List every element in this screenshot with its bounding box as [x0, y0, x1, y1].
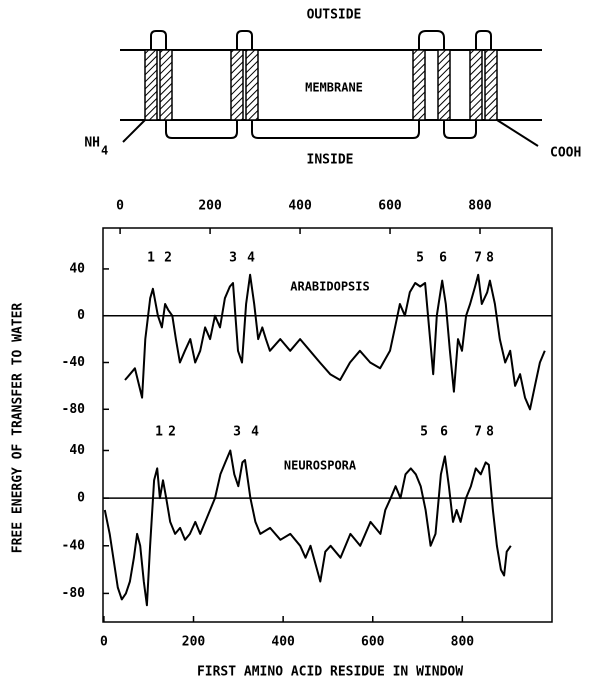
- x-tick-label: 0: [100, 635, 108, 650]
- plot-frame: [102, 227, 553, 623]
- series-label: NEUROSPORA: [284, 459, 357, 473]
- peak-label: 8: [486, 425, 494, 440]
- inner-loop: [443, 120, 477, 139]
- inside-label: INSIDE: [307, 153, 354, 168]
- x-tick-label: 200: [198, 199, 222, 214]
- helix: [144, 49, 158, 121]
- y-tick-label: 40: [69, 443, 85, 458]
- helix: [412, 49, 426, 121]
- helix: [484, 49, 498, 121]
- x-tick-label: 400: [288, 199, 312, 214]
- peak-label: 7: [474, 425, 482, 440]
- helix: [469, 49, 483, 121]
- helix: [159, 49, 173, 121]
- n-tail: [122, 119, 146, 143]
- membrane-label: MEMBRANE: [305, 81, 363, 95]
- y-tick-label: 0: [77, 308, 85, 323]
- y-tick-label: -80: [62, 586, 86, 601]
- series-label: ARABIDOPSIS: [290, 280, 369, 294]
- x-tick-label: 600: [361, 635, 385, 650]
- helix: [245, 49, 259, 121]
- peak-label: 1: [155, 425, 163, 440]
- y-tick-label: -40: [62, 538, 86, 553]
- outer-loop: [418, 30, 445, 50]
- peak-label: 5: [416, 251, 424, 266]
- peak-label: 4: [251, 425, 259, 440]
- n-subscript: 4: [101, 144, 108, 158]
- y-tick-label: -80: [62, 402, 86, 417]
- data-line: [124, 273, 546, 411]
- peak-label: 6: [440, 425, 448, 440]
- peak-label: 5: [420, 425, 428, 440]
- helix: [230, 49, 244, 121]
- x-tick-label: 0: [116, 199, 124, 214]
- peak-label: 3: [233, 425, 241, 440]
- outer-loop: [236, 30, 253, 50]
- x-tick-label: 400: [271, 635, 295, 650]
- data-line: [103, 449, 512, 607]
- y-axis-label: FREE ENERGY OF TRANSFER TO WATER: [11, 303, 26, 554]
- helix: [437, 49, 451, 121]
- x-axis-label: FIRST AMINO ACID RESIDUE IN WINDOW: [197, 665, 463, 680]
- peak-label: 3: [229, 251, 237, 266]
- x-tick-label: 800: [468, 199, 492, 214]
- inner-loop: [251, 120, 420, 139]
- c-terminus-label: COOH: [550, 146, 581, 161]
- peak-label: 8: [486, 251, 494, 266]
- peak-label: 2: [164, 251, 172, 266]
- y-tick-label: 0: [77, 491, 85, 506]
- x-tick-label: 600: [378, 199, 402, 214]
- peak-label: 6: [439, 251, 447, 266]
- outer-loop: [150, 30, 167, 50]
- peak-label: 4: [247, 251, 255, 266]
- c-tail: [496, 119, 539, 147]
- membrane-diagram: [120, 30, 542, 147]
- inner-loop: [165, 120, 238, 139]
- y-tick-label: -40: [62, 355, 86, 370]
- y-tick-label: 40: [69, 261, 85, 276]
- peak-label: 7: [474, 251, 482, 266]
- n-terminus-label: NH: [84, 136, 100, 151]
- peak-label: 1: [147, 251, 155, 266]
- outer-loop: [475, 30, 492, 50]
- outside-label: OUTSIDE: [307, 8, 362, 23]
- peak-label: 2: [168, 425, 176, 440]
- x-tick-label: 800: [451, 635, 475, 650]
- x-tick-label: 200: [182, 635, 206, 650]
